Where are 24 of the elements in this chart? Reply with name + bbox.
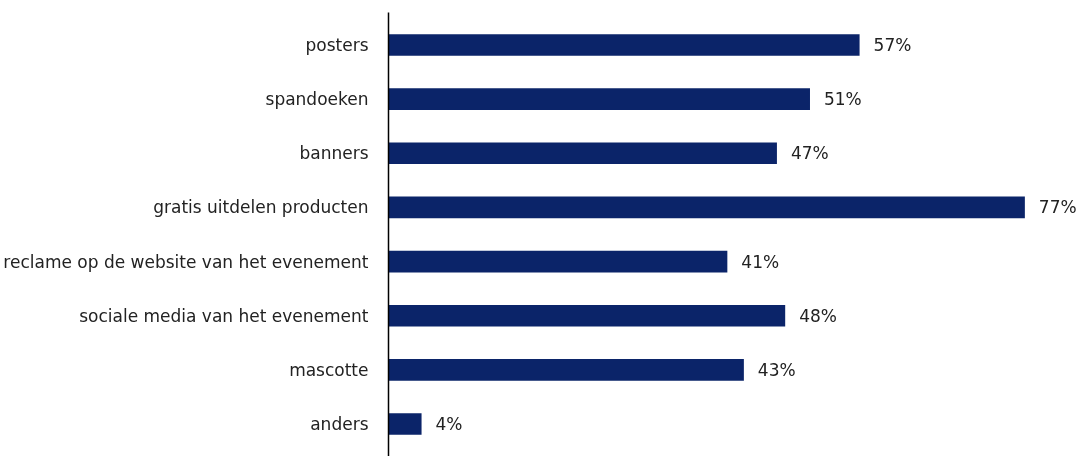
y-tick-label: sociale media van het evenement — [79, 305, 369, 326]
data-label: 4% — [435, 414, 463, 435]
bar — [388, 359, 744, 381]
y-tick-label: reclame op de website van het evenement — [3, 251, 369, 272]
bar — [388, 250, 728, 273]
data-label: 51% — [823, 89, 862, 110]
y-tick-label: posters — [305, 34, 369, 55]
y-tick-label: spandoeken — [265, 89, 369, 110]
data-label: 77% — [1038, 197, 1077, 218]
bar — [388, 413, 422, 435]
bar — [388, 196, 1025, 219]
data-label: 57% — [873, 34, 912, 55]
bar — [388, 304, 786, 327]
bar — [388, 142, 777, 165]
data-label: 43% — [757, 359, 796, 380]
bar — [388, 88, 810, 110]
data-label: 41% — [741, 251, 780, 272]
y-tick-label: mascotte — [289, 359, 369, 380]
y-tick-label: banners — [299, 143, 369, 164]
bar — [388, 34, 860, 56]
y-tick-label: gratis uitdelen producten — [153, 197, 369, 218]
data-label: 48% — [799, 305, 837, 326]
data-label: 47% — [790, 143, 829, 164]
y-tick-label: anders — [310, 414, 369, 435]
